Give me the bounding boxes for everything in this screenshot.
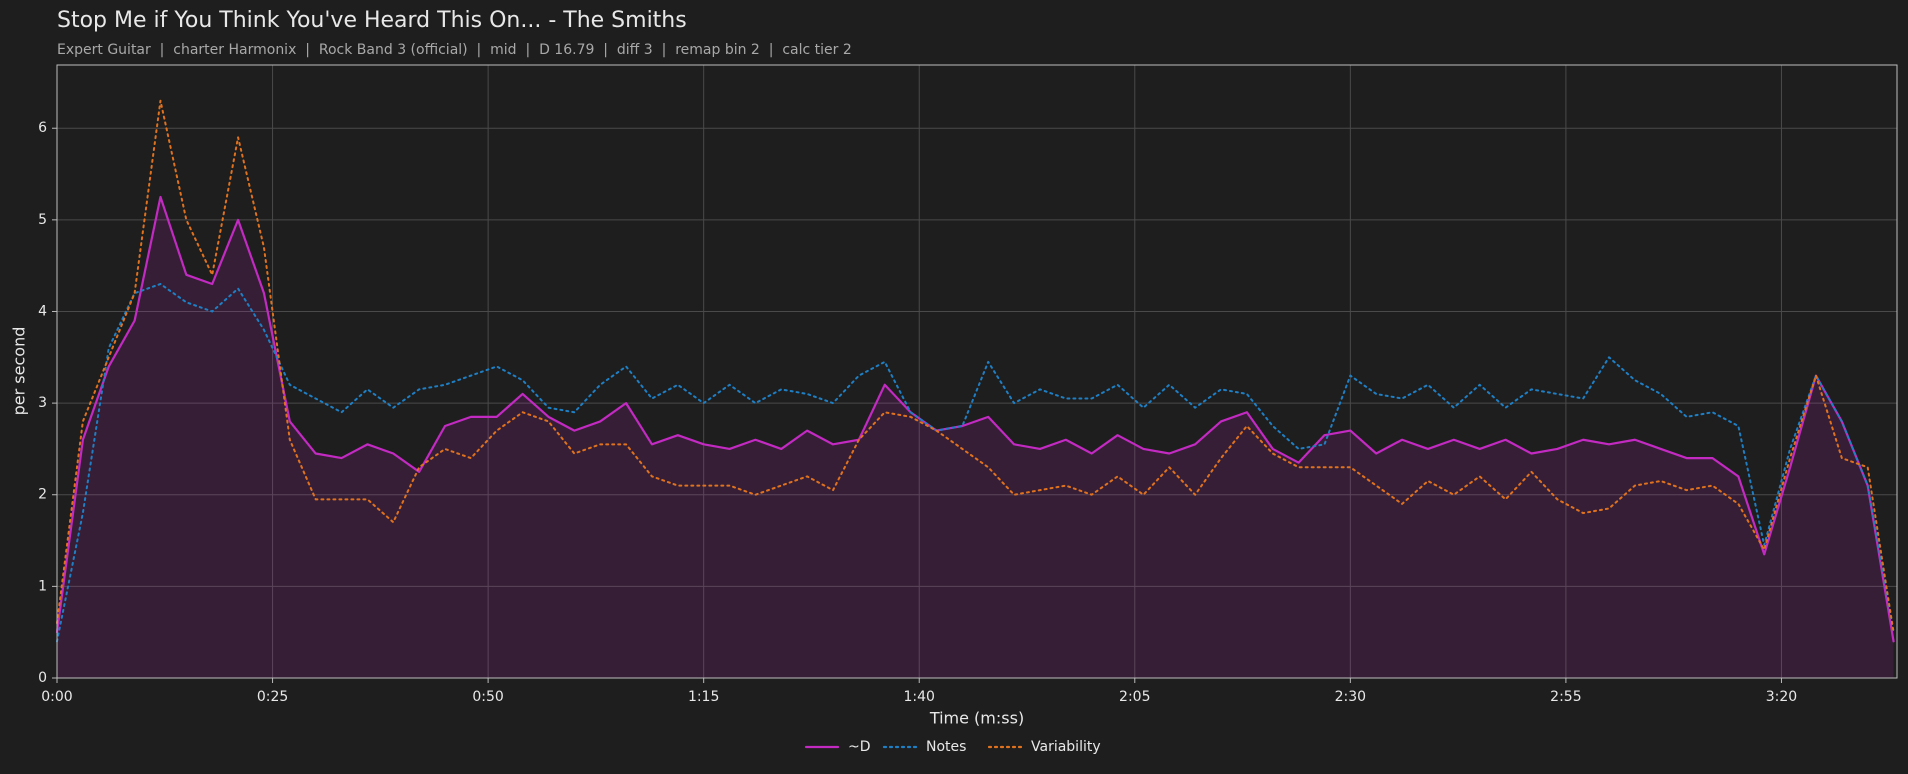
legend-label: Variability <box>1031 739 1101 755</box>
plot-frame <box>56 64 1898 679</box>
chart-subtitle: Expert Guitar | charter Harmonix | Rock … <box>57 42 852 58</box>
x-tick-label: 0:50 <box>472 689 503 705</box>
y-tick-label: 4 <box>38 303 47 319</box>
y-tick-label: 1 <box>38 578 47 594</box>
x-tick-label: 0:00 <box>41 689 72 705</box>
y-tick-label: 2 <box>38 487 47 503</box>
x-tick-label: 0:25 <box>257 689 288 705</box>
y-tick-label: 5 <box>38 212 47 228</box>
x-tick-label: 1:40 <box>904 689 935 705</box>
x-tick-label: 2:05 <box>1119 689 1150 705</box>
legend-label: Notes <box>926 739 966 755</box>
y-tick-label: 0 <box>38 670 47 686</box>
x-tick-label: 2:55 <box>1550 689 1581 705</box>
x-axis-label: Time (m:ss) <box>929 709 1024 728</box>
line <box>56 99 1895 634</box>
y-tick-label: 6 <box>38 120 47 136</box>
y-tick-label: 3 <box>38 395 47 411</box>
line <box>55 195 1895 643</box>
legend-label: ~D <box>848 739 871 755</box>
x-tick-label: 2:30 <box>1335 689 1366 705</box>
legend: ~D Notes Variability <box>804 739 1101 755</box>
line <box>56 282 1895 643</box>
chart-title: Stop Me if You Think You've Heard This O… <box>57 8 687 33</box>
y-axis-label: per second <box>10 327 29 416</box>
x-tick-label: 1:15 <box>688 689 719 705</box>
area <box>57 196 1894 679</box>
x-tick-label: 3:20 <box>1766 689 1797 705</box>
